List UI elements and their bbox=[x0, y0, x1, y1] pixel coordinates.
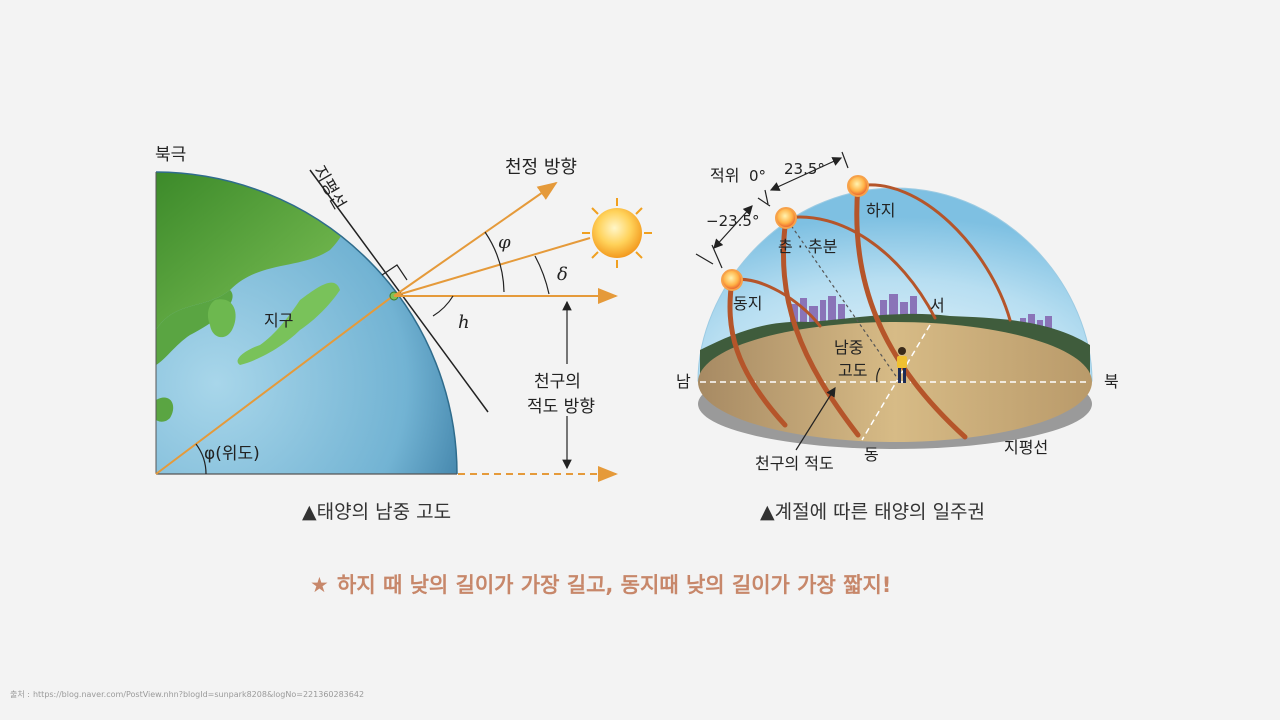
observer-person-icon bbox=[897, 347, 907, 383]
culmination-altitude-line bbox=[787, 220, 901, 383]
winter-solstice-label: 동지 bbox=[733, 294, 762, 313]
winter-solstice-sun-icon bbox=[721, 269, 743, 291]
right-diagram-diurnal-paths: 적위 0° 23.5° −23.5° 하지 춘 · 추분 동지 서 남 북 동 … bbox=[676, 151, 1119, 523]
celestial-equator-label: 천구의 적도 bbox=[755, 454, 834, 473]
highlight-message: ★ 하지 때 낮의 길이가 가장 길고, 동지때 낮의 길이가 가장 짧지! bbox=[310, 573, 891, 597]
summer-path-back bbox=[856, 183, 1012, 322]
summer-solstice-sun-icon bbox=[847, 175, 869, 197]
delta-angle-arc bbox=[534, 255, 550, 295]
delta-symbol: δ bbox=[557, 264, 568, 285]
right-caption: ▲계절에 따른 태양의 일주권 bbox=[760, 501, 985, 523]
north-pole-label: 북극 bbox=[155, 145, 186, 165]
horizon-tangent-line bbox=[309, 169, 489, 413]
latitude-angle-arc bbox=[195, 443, 207, 475]
west-label: 서 bbox=[930, 296, 945, 315]
zenith-direction-label: 천정 방향 bbox=[505, 157, 577, 178]
phi-angle-arc bbox=[484, 231, 505, 293]
land-mass-south bbox=[156, 397, 174, 422]
summer-path-front bbox=[854, 183, 968, 440]
equinox-path-back bbox=[784, 215, 937, 320]
equinox-sun-icon bbox=[775, 207, 797, 229]
horizon-label: 지평선 bbox=[1004, 438, 1048, 457]
land-mass-north bbox=[156, 172, 349, 330]
star-icon: ★ bbox=[310, 573, 329, 597]
footer-url[interactable]: https://blog.naver.com/PostView.nhn?blog… bbox=[32, 690, 365, 699]
footer-prefix: 출처 : bbox=[10, 690, 30, 699]
latitude-label: φ(위도) bbox=[204, 444, 260, 464]
japan-islands bbox=[237, 282, 340, 365]
h-angle-arc bbox=[432, 295, 454, 317]
equinox-path-front bbox=[781, 215, 861, 438]
culmination-label-line2: 고도 bbox=[838, 361, 867, 380]
south-label: 남 bbox=[676, 372, 691, 391]
summer-solstice-label: 하지 bbox=[866, 201, 895, 220]
celestial-equator-pointer bbox=[795, 386, 836, 451]
sun-icon bbox=[582, 198, 652, 268]
right-angle-mark bbox=[381, 264, 408, 281]
declination-plus: 23.5° bbox=[784, 160, 825, 178]
declination-markers bbox=[695, 151, 849, 269]
winter-path-front bbox=[727, 277, 788, 428]
earth-quadrant bbox=[156, 172, 457, 474]
source-footer: 출처 : https://blog.naver.com/PostView.nhn?… bbox=[10, 689, 367, 700]
celestial-equator-label-line2: 적도 방향 bbox=[527, 397, 595, 417]
sun-ray-line bbox=[393, 237, 591, 297]
diurnal-paths bbox=[727, 183, 1012, 440]
phi-symbol: φ bbox=[498, 232, 511, 253]
highlight-text: 하지 때 낮의 길이가 가장 길고, 동지때 낮의 길이가 가장 짧지! bbox=[337, 573, 891, 597]
h-symbol: h bbox=[458, 312, 470, 333]
north-label: 북 bbox=[1104, 372, 1119, 391]
earth-label: 지구 bbox=[264, 311, 293, 330]
korea-peninsula bbox=[207, 299, 236, 338]
horizon-vertical-label: 지평선 bbox=[309, 163, 350, 214]
left-caption: ▲태양의 남중 고도 bbox=[302, 501, 451, 523]
east-label: 동 bbox=[864, 445, 879, 464]
latitude-radius-line bbox=[155, 295, 394, 475]
culmination-label-line1: 남중 bbox=[834, 338, 863, 357]
east-west-line bbox=[861, 324, 931, 441]
celestial-equator-label-line1: 천구의 bbox=[534, 372, 581, 392]
declination-label: 적위 bbox=[710, 166, 739, 185]
zenith-direction-arrow bbox=[393, 181, 558, 297]
declination-zero: 0° bbox=[749, 167, 766, 185]
equinox-label: 춘 · 추분 bbox=[778, 237, 837, 256]
culmination-angle-arc bbox=[876, 367, 881, 383]
left-diagram-sun-altitude: 북극 지평선 천정 방향 지구 φ(위도) 천구의 적도 방향 φ δ h ▲태… bbox=[155, 145, 652, 523]
declination-minus: −23.5° bbox=[706, 212, 759, 230]
